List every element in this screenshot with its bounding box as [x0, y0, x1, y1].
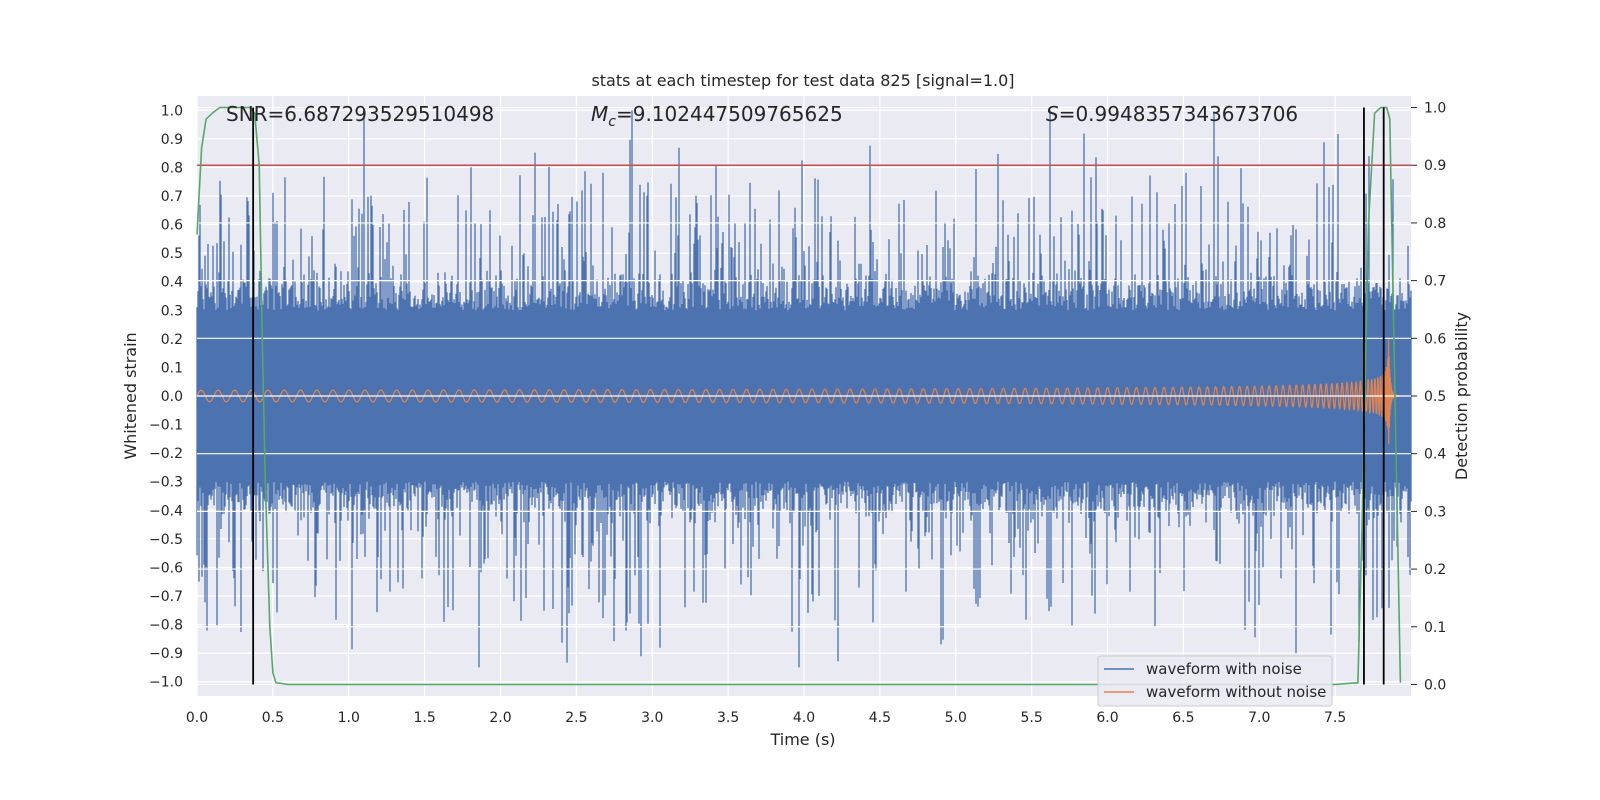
y-tick-label: −0.8: [149, 618, 183, 634]
y-tick-label: −0.1: [149, 418, 183, 434]
y-tick-label: 0.6: [161, 218, 183, 234]
y-right-tick-label: 0.6: [1424, 331, 1446, 347]
x-tick-label: 4.0: [793, 710, 815, 726]
x-tick-label: 6.0: [1096, 710, 1118, 726]
y-tick-label: −0.2: [149, 446, 183, 462]
axis-ticks: 0.0 0.5 1.0 1.5 2.0 2.5 3.0 3.5 4.0 4.5 5.0 5.5 6.0 6…: [149, 101, 1446, 726]
y-right-tick-label: 0.7: [1424, 274, 1446, 290]
y-axis-label: Whitened strain: [121, 332, 140, 459]
y-tick-label: −0.5: [149, 532, 183, 548]
series-waveform-without-noise: [196, 338, 1409, 445]
y-tick-label: −1.0: [149, 675, 183, 691]
x-tick-label: 5.0: [945, 710, 967, 726]
x-tick-label: 0.5: [262, 710, 284, 726]
x-tick-label: 1.5: [413, 710, 435, 726]
y-right-tick-label: 0.3: [1424, 504, 1446, 520]
y-right-tick-label: 0.5: [1424, 389, 1446, 405]
x-tick-label: 0.0: [186, 710, 208, 726]
legend-label-clean: waveform without noise: [1146, 683, 1326, 701]
y-tick-label: −0.9: [149, 646, 183, 662]
y-right-tick-label: 0.0: [1424, 677, 1446, 693]
y-right-tick-label: 0.2: [1424, 562, 1446, 578]
annotation-snr: SNR=6.687293529510498: [226, 102, 494, 126]
y-tick-label: 0.0: [161, 389, 183, 405]
annotation-s-symbol: S: [1046, 102, 1059, 126]
y-right-axis-label: Detection probability: [1452, 312, 1471, 480]
x-tick-label: 7.0: [1248, 710, 1270, 726]
y-tick-label: 0.7: [161, 189, 183, 205]
y-right-tick-label: 0.4: [1424, 447, 1446, 463]
y-tick-label: 0.5: [161, 246, 183, 262]
x-tick-label: 1.0: [338, 710, 360, 726]
annotation-mc-symbol: M: [591, 102, 608, 126]
y-tick-label: −0.6: [149, 560, 183, 576]
y-tick-label: −0.3: [149, 475, 183, 491]
y-right-tick-label: 1.0: [1424, 101, 1446, 117]
y-tick-label: −0.7: [149, 589, 183, 605]
y-tick-label: 0.3: [161, 303, 183, 319]
series-detection-probability: [196, 106, 1402, 686]
x-tick-label: 3.0: [641, 710, 663, 726]
x-tick-label: 5.5: [1020, 710, 1042, 726]
y-tick-label: −0.4: [149, 503, 183, 519]
annotation-mc-value: =9.102447509765625: [616, 102, 843, 126]
x-tick-label: 6.5: [1172, 710, 1194, 726]
clean-waveform-trace: [196, 338, 1409, 445]
y-tick-label: 0.4: [161, 275, 183, 291]
chart-title: stats at each timestep for test data 825…: [591, 71, 1014, 90]
y-tick-label: 0.1: [161, 360, 183, 376]
y-tick-label: 0.9: [161, 132, 183, 148]
x-axis-label: Time (s): [769, 730, 835, 749]
x-tick-label: 3.5: [717, 710, 739, 726]
x-tick-label: 4.5: [869, 710, 891, 726]
legend-label-noise: waveform with noise: [1146, 660, 1302, 678]
detection-probability-trace: [196, 106, 1402, 686]
event-markers: [252, 107, 1385, 685]
x-tick-label: 2.5: [565, 710, 587, 726]
annotation-chirp-mass: Mc=9.102447509765625: [591, 102, 843, 130]
x-tick-label: 7.5: [1324, 710, 1346, 726]
y-right-tick-label: 0.9: [1424, 158, 1446, 174]
x-tick-label: 2.0: [489, 710, 511, 726]
annotation-mc-subscript: c: [608, 114, 616, 130]
annotation-s-value: =0.9948357343673706: [1059, 102, 1298, 126]
annotation-stat: S=0.9948357343673706: [1046, 102, 1298, 126]
y-tick-label: 1.0: [161, 103, 183, 119]
y-tick-label: 0.8: [161, 160, 183, 176]
y-right-tick-label: 0.1: [1424, 620, 1446, 636]
y-right-tick-label: 0.8: [1424, 216, 1446, 232]
y-tick-label: 0.2: [161, 332, 183, 348]
legend: waveform with noise waveform without noi…: [1097, 655, 1333, 707]
legend-box: [1097, 655, 1333, 707]
